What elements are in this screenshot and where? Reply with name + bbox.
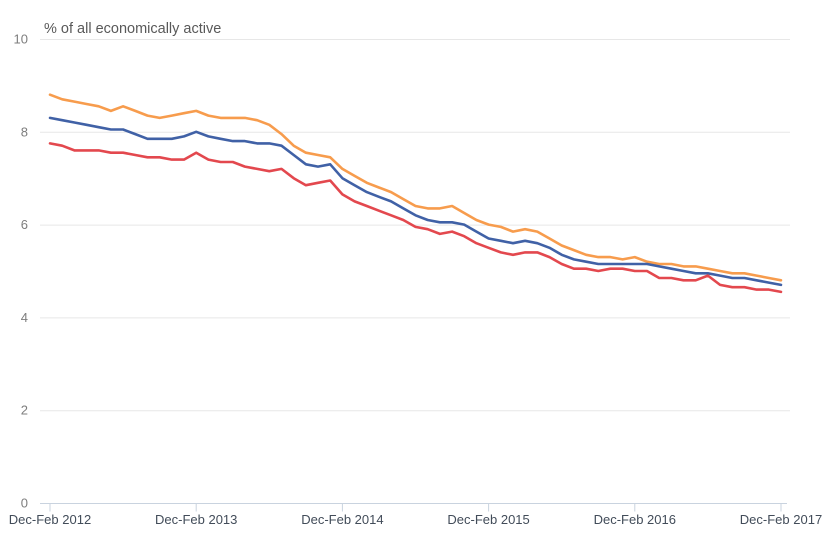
y-axis-tick-label: 6	[21, 217, 28, 232]
series-line-blue	[48, 116, 783, 287]
series-line-red	[48, 142, 783, 294]
y-axis-tick-label: 8	[21, 124, 28, 139]
x-axis-tick-label: Dec-Feb 2017	[740, 512, 822, 527]
chart-title: % of all economically active	[44, 21, 221, 37]
x-axis-tick-label: Dec-Feb 2012	[9, 512, 91, 527]
series-group	[48, 93, 783, 294]
axis-labels-group: 0 2 4 6 8 10 Dec-Feb 2012 Dec-Feb 2013 Dec-Feb 2…	[9, 32, 822, 528]
gridlines-group	[40, 39, 790, 412]
y-axis-tick-label: 10	[14, 32, 28, 47]
x-axis-tick-label: Dec-Feb 2014	[301, 512, 383, 527]
axis-group	[40, 503, 787, 512]
x-axis-tick-label: Dec-Feb 2016	[594, 512, 676, 527]
x-axis-tick-label: Dec-Feb 2015	[447, 512, 529, 527]
series-line-orange	[48, 93, 783, 282]
x-axis-tick-label: Dec-Feb 2013	[155, 512, 237, 527]
y-axis-tick-label: 2	[21, 403, 28, 418]
y-axis-tick-label: 4	[21, 310, 28, 325]
y-axis-tick-label: 0	[21, 496, 28, 511]
